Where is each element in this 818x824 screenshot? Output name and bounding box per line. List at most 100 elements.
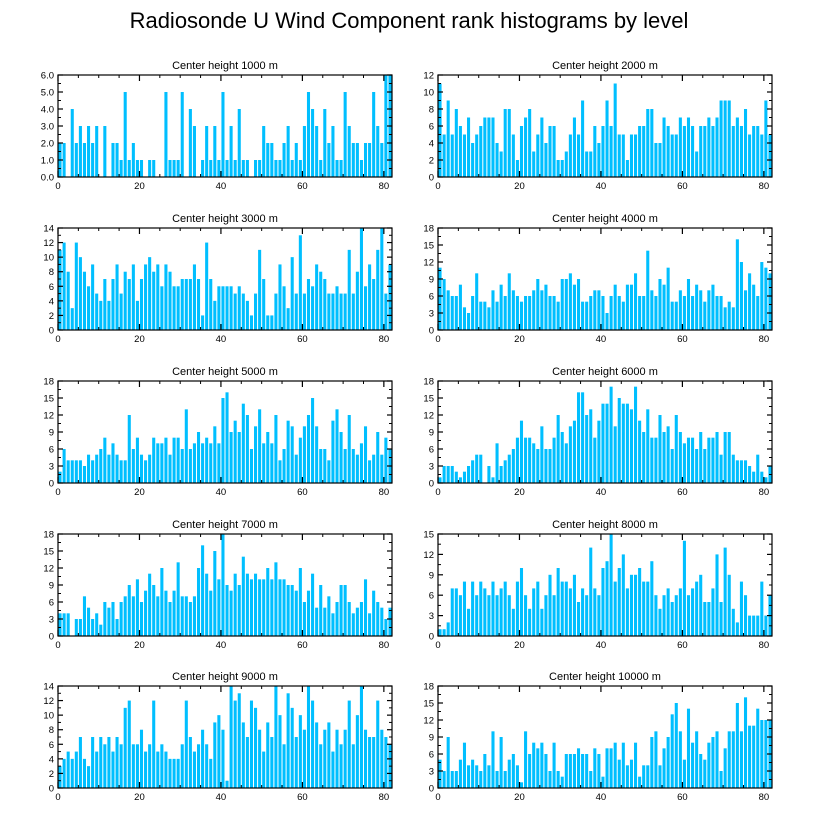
histogram-bar <box>723 432 727 483</box>
histogram-bar <box>739 460 743 483</box>
histogram-bar <box>327 460 331 483</box>
histogram-bar <box>376 432 380 483</box>
histogram-bar <box>560 160 564 177</box>
y-tick-label: 12 <box>423 716 434 727</box>
histogram-bar <box>572 420 576 483</box>
histogram-bar <box>764 100 768 177</box>
histogram-bar <box>380 454 384 483</box>
histogram-bar <box>127 279 131 330</box>
x-tick-label: 80 <box>379 487 390 498</box>
histogram-bar <box>499 737 503 788</box>
histogram-bar <box>282 286 286 330</box>
histogram-bar <box>585 415 589 483</box>
histogram-bar <box>519 126 524 177</box>
histogram-bar <box>58 613 62 636</box>
histogram-bar <box>467 117 471 177</box>
histogram-bar <box>180 92 184 177</box>
histogram-bar <box>654 437 658 483</box>
histogram-bar <box>454 296 458 330</box>
histogram-bar <box>249 449 254 483</box>
histogram-bar <box>311 700 315 788</box>
histogram-bar <box>634 742 638 788</box>
y-tick-label: 12 <box>423 258 434 269</box>
histogram-bar <box>471 296 475 330</box>
histogram-bar <box>99 624 103 636</box>
histogram-bar <box>756 615 760 636</box>
histogram-bar <box>666 126 670 177</box>
histogram-bar <box>617 398 621 483</box>
histogram-bar <box>491 731 495 788</box>
y-tick-label: 4 <box>49 296 54 307</box>
histogram-bar <box>454 771 458 788</box>
histogram-bar <box>699 432 703 483</box>
histogram-bar <box>294 590 298 636</box>
histogram-bar <box>670 714 674 788</box>
histogram-bar <box>302 602 306 636</box>
histogram-bar <box>339 744 343 788</box>
histogram-bar <box>601 126 605 177</box>
histogram-bar <box>564 151 568 177</box>
histogram-bar <box>62 242 66 330</box>
histogram-bar <box>209 443 213 483</box>
histogram-bar <box>560 279 564 330</box>
histogram-bar <box>294 454 298 483</box>
x-tick-label: 0 <box>55 792 60 803</box>
histogram-bar <box>302 293 306 330</box>
histogram-bar <box>172 758 176 788</box>
histogram-bar <box>164 751 168 788</box>
y-tick-label: 0.0 <box>41 173 54 184</box>
histogram-bar <box>666 426 670 483</box>
histogram-bar <box>192 443 196 483</box>
y-tick-label: 12 <box>43 696 54 707</box>
histogram-bar <box>258 729 262 788</box>
histogram-bar <box>221 534 225 636</box>
histogram-bar <box>536 134 540 177</box>
histogram-bar <box>225 160 229 177</box>
histogram-bar <box>152 160 156 177</box>
x-tick-label: 0 <box>435 181 440 192</box>
histogram-bar <box>638 296 642 330</box>
x-tick-label: 0 <box>55 334 60 345</box>
histogram-bar <box>528 296 532 330</box>
histogram-bar <box>339 293 343 330</box>
histogram-bar <box>446 100 450 177</box>
histogram-bar <box>748 134 752 177</box>
histogram-bar <box>601 568 605 636</box>
histogram-bar <box>719 771 723 788</box>
histogram-bar <box>254 293 258 330</box>
histogram-bar <box>609 126 613 177</box>
histogram-bar <box>711 126 715 177</box>
histogram-bar <box>699 574 703 636</box>
histogram-bar <box>156 596 160 636</box>
histogram-bar <box>95 293 99 330</box>
histogram-bar <box>507 595 511 636</box>
histogram-bar <box>735 622 739 636</box>
histogram-bar <box>270 579 274 636</box>
x-tick-label: 80 <box>759 334 770 345</box>
y-tick-label: 0 <box>429 784 434 795</box>
histogram-bar <box>233 420 237 483</box>
histogram-bar <box>686 595 691 636</box>
y-tick-label: 9 <box>49 428 54 439</box>
histogram-bar <box>568 134 572 177</box>
histogram-bar <box>609 534 613 636</box>
histogram-bar <box>213 551 217 636</box>
histogram-bar <box>135 300 139 330</box>
histogram-bar <box>266 568 270 636</box>
histogram-bar <box>515 437 519 483</box>
x-tick-label: 60 <box>677 487 688 498</box>
histogram-bar <box>355 715 359 788</box>
histogram-bar <box>760 471 764 483</box>
histogram-bar <box>658 143 662 177</box>
histogram-bar <box>282 744 286 788</box>
histogram-bar <box>99 737 103 788</box>
histogram-bar <box>581 754 585 788</box>
histogram-bar <box>556 160 560 177</box>
histogram-bar <box>764 615 768 636</box>
histogram-bar <box>446 466 450 483</box>
histogram-bar <box>764 267 768 330</box>
y-tick-label: 0 <box>429 326 434 337</box>
histogram-bar <box>743 109 748 177</box>
histogram-bar <box>552 742 556 788</box>
histogram-bar <box>735 117 739 177</box>
